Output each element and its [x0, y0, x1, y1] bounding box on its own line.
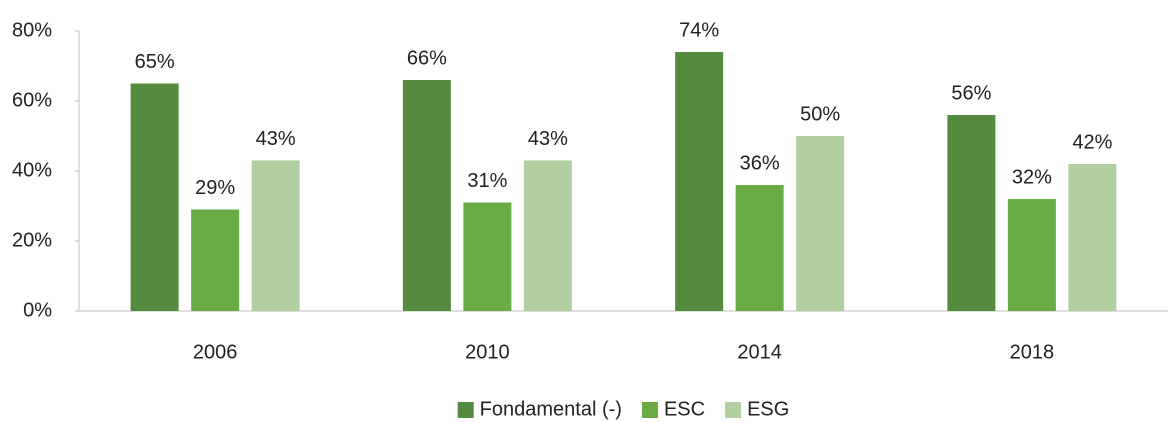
value-label: 43%: [528, 128, 568, 150]
bar: [463, 202, 512, 311]
bar: [947, 115, 996, 311]
value-label: 50%: [800, 103, 840, 125]
bar: [402, 80, 451, 311]
y-tick-label: 80%: [12, 19, 52, 41]
legend-swatch: [725, 402, 742, 418]
legend-label: ESC: [664, 398, 705, 420]
value-label: 36%: [740, 152, 780, 174]
legend-label: Fondamental (-): [480, 398, 622, 420]
bar: [1007, 199, 1056, 311]
x-tick-label: 2010: [465, 341, 510, 363]
value-label: 31%: [467, 170, 507, 192]
legend-swatch: [457, 402, 474, 418]
bar: [523, 160, 572, 311]
y-tick-label: 0%: [23, 299, 52, 321]
value-label: 56%: [951, 82, 991, 104]
bar: [130, 83, 179, 311]
value-label: 32%: [1012, 166, 1052, 188]
bar: [251, 160, 300, 311]
value-label: 29%: [195, 177, 235, 199]
value-label: 43%: [256, 128, 296, 150]
legend-label: ESG: [747, 398, 789, 420]
bar: [735, 185, 784, 311]
value-label: 42%: [1072, 131, 1112, 153]
x-tick-label: 2006: [193, 341, 238, 363]
bar: [675, 52, 724, 311]
bar: [1068, 164, 1117, 311]
y-tick-label: 40%: [12, 159, 52, 181]
legend-swatch: [641, 402, 658, 418]
bar: [796, 136, 845, 311]
value-label: 65%: [135, 51, 175, 73]
value-label: 74%: [679, 19, 719, 41]
bar: [191, 209, 240, 311]
value-label: 66%: [407, 47, 447, 69]
x-tick-label: 2018: [1010, 341, 1055, 363]
y-tick-label: 20%: [12, 229, 52, 251]
y-tick-label: 60%: [12, 89, 52, 111]
x-tick-label: 2014: [737, 341, 782, 363]
